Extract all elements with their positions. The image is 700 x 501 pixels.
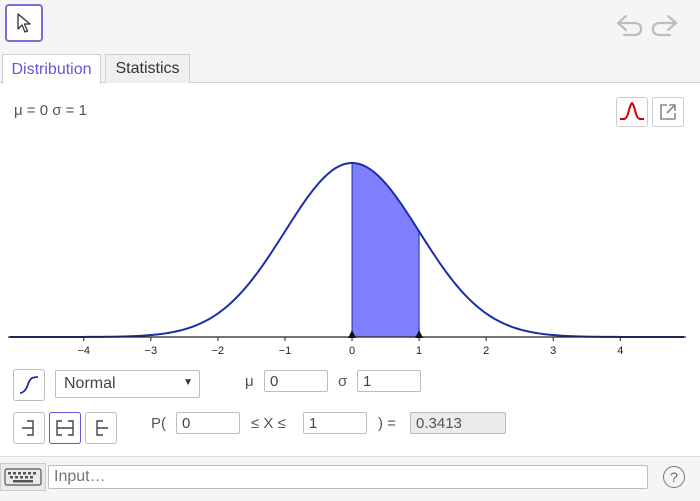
sigma-field[interactable] — [357, 370, 421, 392]
x-tick-label: 0 — [349, 345, 355, 357]
upper-bound-field[interactable] — [303, 412, 367, 434]
interval-button[interactable] — [49, 412, 81, 444]
interval-label: ≤ X ≤ — [251, 415, 286, 432]
tab-statistics[interactable]: Statistics — [105, 54, 190, 83]
cumulative-icon — [19, 376, 39, 394]
pointer-arrow-icon — [17, 13, 31, 33]
probability-result-field — [410, 412, 506, 434]
distribution-selected-value: Normal — [64, 375, 116, 392]
x-tick-label: 2 — [483, 345, 489, 357]
chevron-down-icon: ▼ — [183, 377, 193, 388]
mu-field[interactable] — [264, 370, 328, 392]
toggle-curve-button[interactable] — [616, 97, 648, 127]
mu-label: μ — [245, 373, 254, 390]
distribution-plot[interactable]: −4 −3 −2 −1 0 1 2 3 4 — [0, 140, 700, 360]
normal-curve-icon — [620, 102, 644, 120]
probability-open-label: P( — [151, 415, 166, 432]
left-sided-icon — [22, 420, 34, 436]
x-tick-label: 4 — [617, 345, 623, 357]
equals-label: ) = — [378, 415, 396, 432]
distribution-select[interactable]: Normal ▼ — [55, 370, 200, 398]
shaded-probability-region — [351, 162, 420, 338]
keyboard-icon — [4, 468, 42, 486]
interval-icon — [56, 420, 74, 436]
right-sided-icon — [96, 420, 108, 436]
x-tick-label: −2 — [212, 345, 225, 357]
lower-bound-field[interactable] — [176, 412, 240, 434]
redo-button[interactable] — [649, 10, 681, 40]
x-tick-label: 1 — [416, 345, 422, 357]
algebra-input[interactable] — [48, 465, 648, 489]
help-button[interactable]: ? — [663, 466, 685, 488]
redo-icon — [651, 14, 678, 37]
x-tick-label: −1 — [279, 345, 292, 357]
left-sided-button[interactable] — [13, 412, 45, 444]
keyboard-button[interactable] — [0, 463, 46, 491]
toolbar — [0, 0, 700, 53]
export-icon — [660, 104, 676, 120]
export-button[interactable] — [652, 97, 684, 127]
density-curve — [10, 161, 684, 338]
undo-icon — [616, 14, 643, 37]
x-tick-label: −3 — [145, 345, 158, 357]
undo-button[interactable] — [613, 10, 645, 40]
x-tick-label: 3 — [550, 345, 556, 357]
tab-distribution[interactable]: Distribution — [2, 54, 101, 84]
upper-bound-handle[interactable] — [415, 330, 424, 338]
right-sided-button[interactable] — [85, 412, 117, 444]
x-tick-label: −4 — [77, 345, 90, 357]
distribution-params-label: μ = 0 σ = 1 — [14, 102, 87, 119]
move-tool-button[interactable] — [5, 4, 43, 42]
cumulative-toggle-button[interactable] — [13, 369, 45, 401]
lower-bound-handle[interactable] — [348, 330, 357, 338]
sigma-label: σ — [338, 373, 348, 390]
